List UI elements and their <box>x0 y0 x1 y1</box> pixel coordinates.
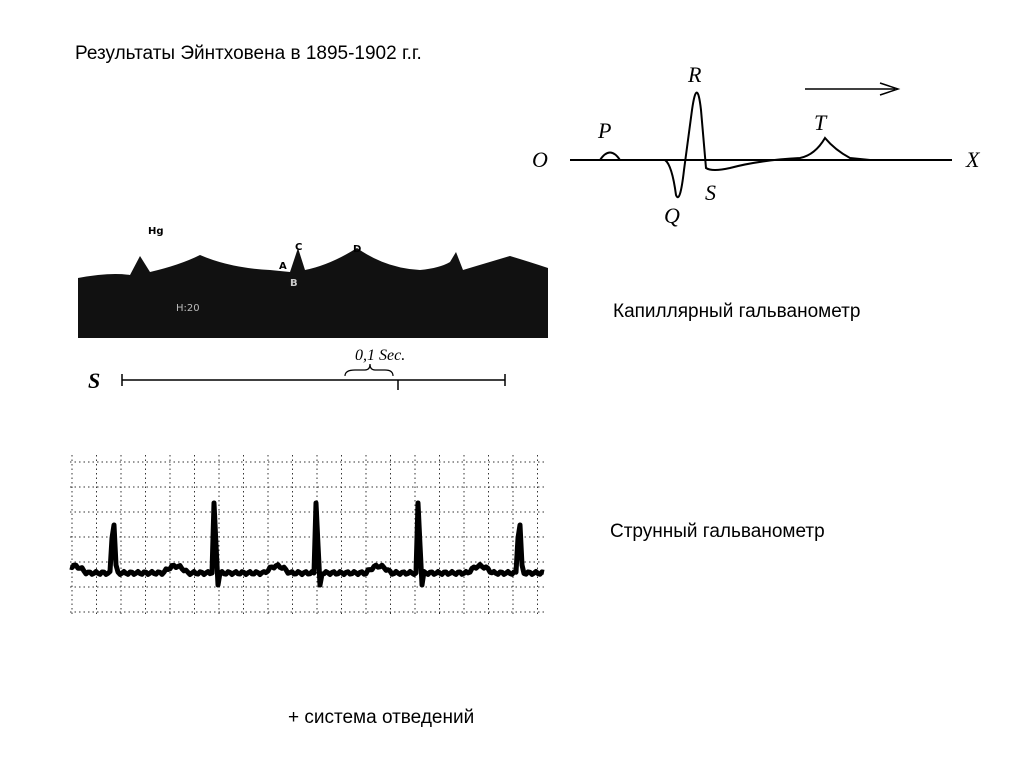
record-label: H:20 <box>176 303 200 314</box>
record-label: A <box>279 261 287 272</box>
record-label: Hg <box>148 226 164 237</box>
ecg-diagram <box>570 82 952 199</box>
record-grid <box>70 455 545 615</box>
wave-label: P <box>597 118 611 143</box>
axis-label: S <box>88 368 100 393</box>
string-trace <box>69 500 545 588</box>
record-label: B <box>290 278 298 289</box>
wave-label: R <box>687 62 702 87</box>
wave-label: Q <box>664 203 680 228</box>
ecg-trace <box>570 91 871 199</box>
time-axis <box>121 374 506 390</box>
caption: Струнный гальванометр <box>610 521 825 542</box>
time-label: 0,1 Sec. <box>355 347 405 364</box>
record-label: D <box>353 244 361 255</box>
caption: Капиллярный гальванометр <box>613 301 860 322</box>
wave-label: S <box>705 180 716 205</box>
axis-label: O <box>532 147 548 172</box>
brace <box>344 363 394 377</box>
wave-label: T <box>814 110 828 135</box>
arrow-head <box>879 82 901 96</box>
capillary-record <box>78 248 548 338</box>
slide-title: Результаты Эйнтховена в 1895-1902 г.г. <box>75 43 422 64</box>
caption: + система отведений <box>288 707 474 728</box>
record-label: C <box>295 242 302 253</box>
axis-label: X <box>965 147 981 172</box>
